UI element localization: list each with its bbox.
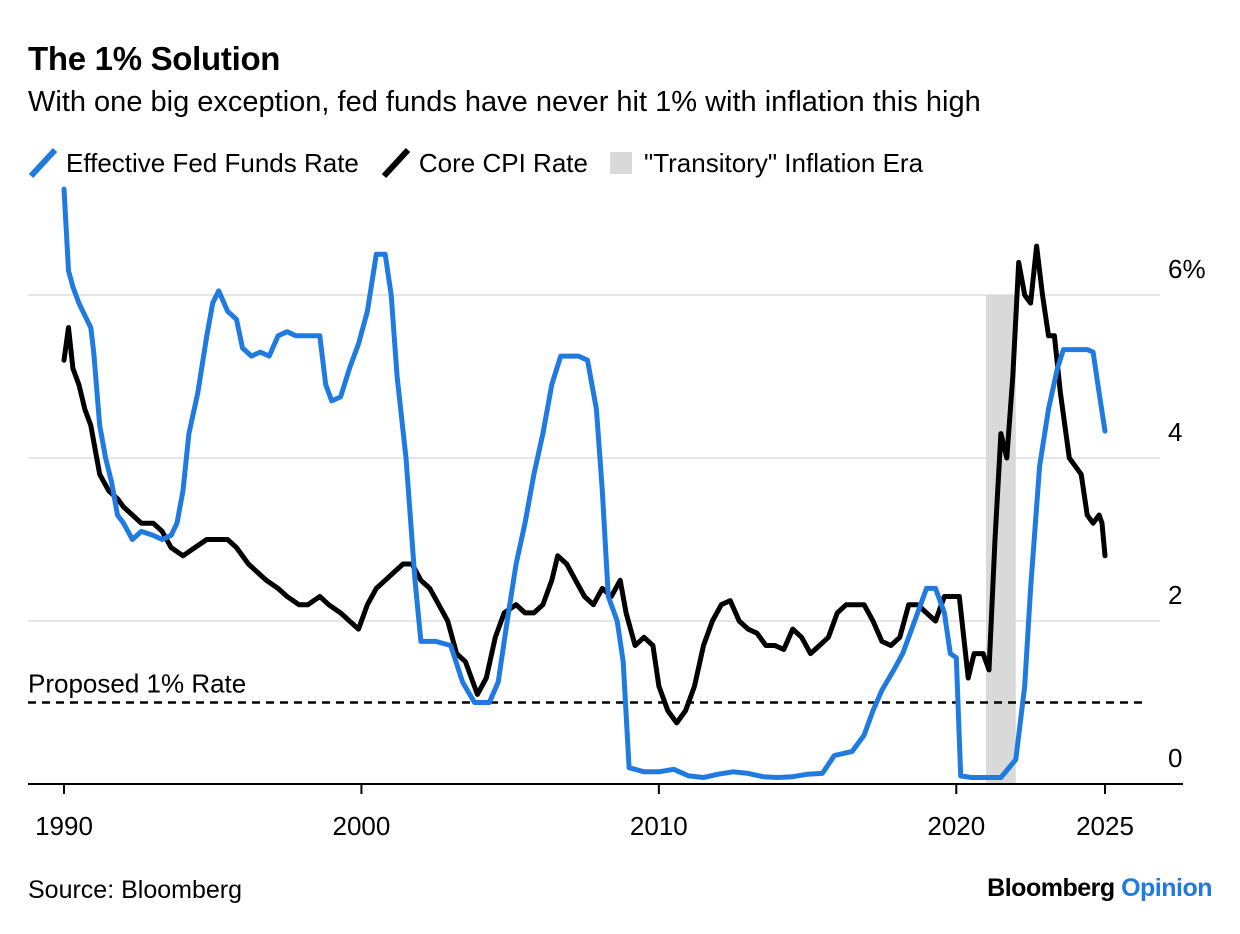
legend-item-core-cpi: Core CPI Rate xyxy=(381,146,588,180)
x-tick-label-0: 1990 xyxy=(35,811,93,841)
x-tick-label-1: 2000 xyxy=(333,811,391,841)
y-tick-label-1: 2 xyxy=(1168,580,1182,610)
brand-part2: Opinion xyxy=(1121,874,1212,902)
reference-line-label: Proposed 1% Rate xyxy=(28,669,246,699)
y-tick-label-0: 0 xyxy=(1168,743,1182,773)
y-tick-label-2: 4 xyxy=(1168,417,1182,447)
legend-swatch-fed-funds xyxy=(28,147,58,179)
chart-subtitle: With one big exception, fed funds have n… xyxy=(28,86,981,118)
legend-item-fed-funds: Effective Fed Funds Rate xyxy=(28,146,359,180)
x-tick-label-2: 2010 xyxy=(630,811,688,841)
series-line-fed-funds xyxy=(61,186,1108,780)
y-tick-label-3: 6% xyxy=(1168,254,1206,284)
series-line-core-cpi xyxy=(61,243,1108,726)
legend-item-transitory: "Transitory" Inflation Era xyxy=(609,147,924,179)
x-tick-label-3: 2020 xyxy=(927,811,985,841)
source-note: Source: Bloomberg xyxy=(28,876,243,904)
legend-label-transitory: "Transitory" Inflation Era xyxy=(643,147,924,178)
legend: Effective Fed Funds Rate Core CPI Rate "… xyxy=(28,146,945,180)
legend-swatch-transitory xyxy=(609,152,632,174)
brand-logo: Bloomberg Opinion xyxy=(987,874,1212,903)
legend-swatch-core-cpi xyxy=(381,147,411,179)
chart-title: The 1% Solution xyxy=(28,40,281,77)
legend-label-fed-funds: Effective Fed Funds Rate xyxy=(66,147,359,178)
legend-label-core-cpi: Core CPI Rate xyxy=(418,147,588,178)
x-tick-label-4: 2025 xyxy=(1076,811,1134,841)
brand-part1: Bloomberg xyxy=(987,874,1115,902)
